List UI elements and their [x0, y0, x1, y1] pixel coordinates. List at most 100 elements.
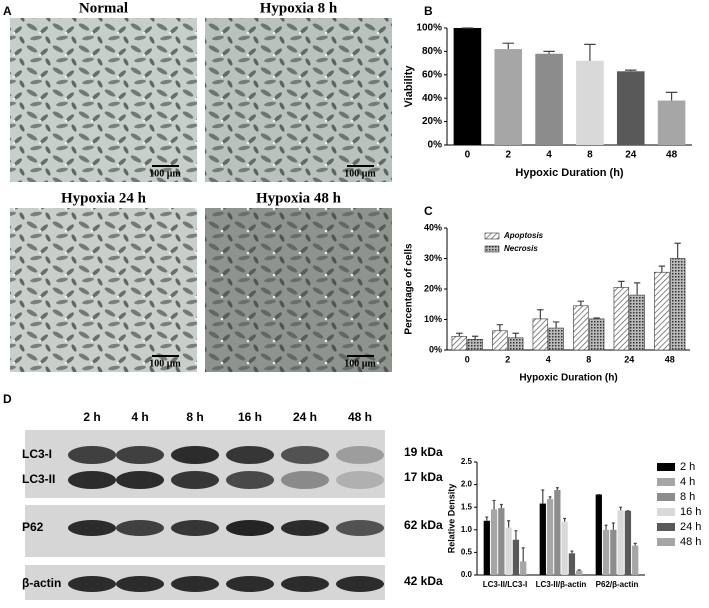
legend-swatch — [657, 508, 675, 516]
error-bar — [555, 487, 559, 491]
blot-band — [68, 471, 116, 489]
legend-swatch — [484, 232, 500, 240]
blot-band — [68, 446, 116, 464]
legend-label: 16 h — [680, 506, 701, 518]
bar — [595, 494, 602, 575]
bar — [588, 318, 605, 351]
blot-band — [336, 471, 384, 489]
x-tick-label: 4 — [546, 150, 552, 161]
bar — [451, 335, 468, 351]
legend-label: 24 h — [680, 521, 701, 533]
bar — [505, 527, 512, 575]
micrograph-texture — [10, 208, 197, 372]
scale-bar-label: 100 μm — [344, 168, 376, 179]
error-bar — [593, 317, 600, 319]
y-tick-label: 100% — [416, 23, 442, 34]
band-label: P62 — [22, 520, 44, 534]
micrograph-title: Hypoxia 24 h — [61, 190, 147, 206]
x-tick-label: 24 — [625, 150, 637, 161]
band-size: 62 kDa — [404, 518, 443, 532]
y-tick-label: 20% — [424, 283, 442, 293]
y-tick-label: 60% — [422, 69, 442, 80]
error-bar — [541, 489, 545, 504]
bar — [576, 570, 583, 575]
error-bar — [633, 542, 637, 546]
bar — [539, 503, 546, 575]
band-size: 17 kDa — [404, 470, 443, 484]
blot-band — [116, 471, 164, 489]
x-tick-label: 4 — [546, 354, 551, 364]
error-bar — [507, 520, 511, 528]
bar — [576, 60, 604, 146]
legend-label: Apoptosis — [503, 231, 544, 240]
scale-bar-label: 100 μm — [344, 358, 376, 369]
blot-band — [281, 520, 329, 536]
error-bar — [543, 50, 555, 54]
y-tick-label: 2.5 — [461, 457, 473, 466]
blot-band — [116, 520, 164, 536]
legend-swatch — [657, 493, 675, 501]
scale-bar-label: 100 μm — [149, 358, 181, 369]
bar — [492, 330, 508, 351]
blot-band — [171, 520, 219, 536]
bar — [546, 499, 554, 575]
panel-label: D — [3, 392, 12, 406]
blot-band — [336, 520, 384, 536]
blot-band — [116, 576, 164, 592]
bar — [453, 28, 482, 145]
bar — [617, 510, 624, 575]
lane-label: 24 h — [293, 410, 317, 424]
blot-band — [281, 446, 329, 464]
error-bar — [619, 506, 623, 511]
micrograph-texture — [10, 18, 197, 182]
micrograph-title: Normal — [79, 0, 128, 16]
y-axis-label: Percentage of cells — [404, 243, 415, 335]
error-bar — [514, 530, 518, 540]
panel-label: B — [424, 4, 433, 18]
lane-label: 8 h — [186, 410, 203, 424]
band-label: LC3-I — [22, 447, 52, 461]
error-bar — [611, 522, 615, 530]
y-axis-label: Relative Density — [446, 484, 456, 554]
blot-band — [68, 576, 116, 592]
bar — [613, 287, 630, 351]
legend-label: Necrosis — [504, 244, 538, 253]
error-bar — [456, 332, 463, 337]
blot-band — [171, 446, 219, 464]
x-tick-label: LC3-II/β-actin — [536, 580, 587, 589]
bar — [532, 318, 549, 351]
error-bar — [502, 42, 514, 50]
blot-band — [336, 446, 384, 464]
bar — [669, 258, 686, 351]
x-tick-label: 48 — [666, 150, 678, 161]
blot-band — [226, 446, 274, 464]
error-bar — [485, 516, 489, 521]
y-tick-label: 0% — [428, 140, 443, 151]
lane-label: 48 h — [348, 410, 372, 424]
micrograph-texture — [205, 18, 392, 182]
x-tick-label: 0 — [465, 354, 470, 364]
x-tick-label: 2 — [505, 150, 511, 161]
blot-band — [226, 576, 274, 592]
bar — [535, 53, 563, 145]
bar — [629, 294, 645, 351]
error-bar — [658, 265, 666, 273]
error-bar — [563, 517, 567, 522]
blot-band — [116, 446, 164, 464]
error-bar — [521, 547, 525, 562]
lane-label: 16 h — [238, 410, 262, 424]
bar — [512, 539, 520, 575]
legend-label: 4 h — [680, 476, 695, 488]
blot-band — [281, 471, 329, 489]
bar — [498, 508, 505, 575]
x-tick-label: LC3-II/LC3-I — [483, 580, 527, 589]
panel-label: C — [424, 204, 433, 218]
blot-band — [336, 576, 384, 592]
legend-label: 8 h — [680, 491, 695, 503]
legend-swatch — [657, 523, 675, 531]
x-tick-label: 0 — [465, 150, 471, 161]
y-tick-label: 80% — [422, 46, 442, 57]
error-bar — [577, 300, 585, 306]
bar — [602, 529, 610, 575]
